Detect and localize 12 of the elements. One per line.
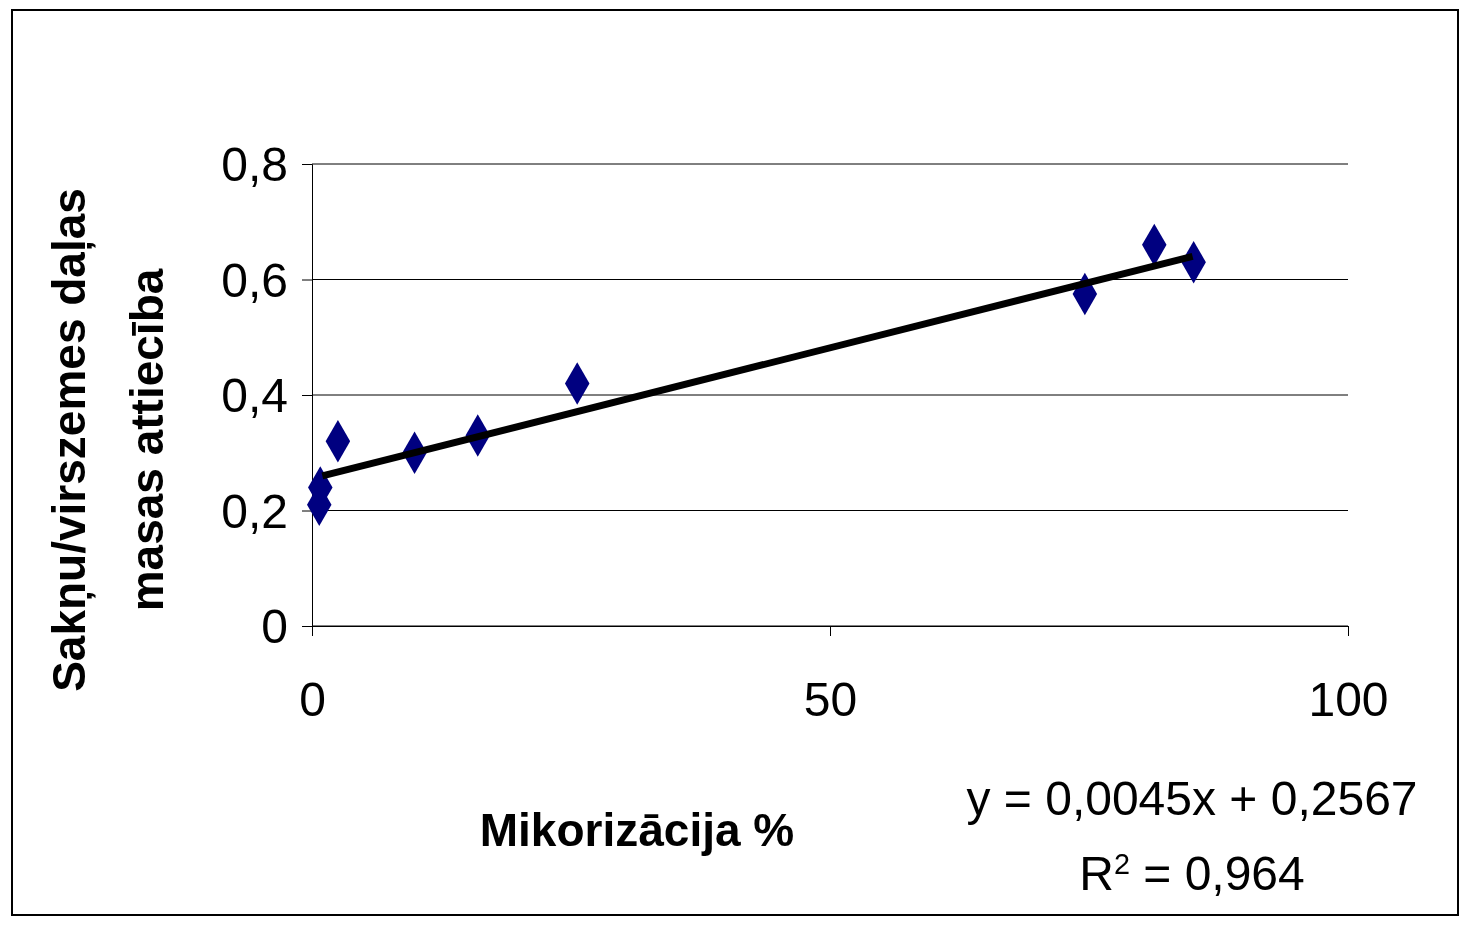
x-axis-title: Mikorizācija % — [479, 804, 795, 856]
text: R$^{2}$ = 0,964 — [1079, 847, 1305, 900]
y-tick-label: 0,4 — [221, 369, 288, 423]
x-tick-label: 0 — [299, 673, 326, 727]
y-tick-label: 0,8 — [221, 138, 288, 192]
y-tick-label: 0,2 — [221, 484, 288, 538]
x-tick-label: 100 — [1308, 673, 1389, 727]
y-axis-title: Sakņu/virszemes daļas masas attiecība — [43, 188, 173, 692]
y-tick-label: 0 — [261, 600, 288, 654]
y-tick-label: 0,6 — [221, 253, 288, 307]
text: y = 0,0045x + 0,2567 — [966, 772, 1418, 825]
x-tick-label: 50 — [803, 673, 858, 727]
